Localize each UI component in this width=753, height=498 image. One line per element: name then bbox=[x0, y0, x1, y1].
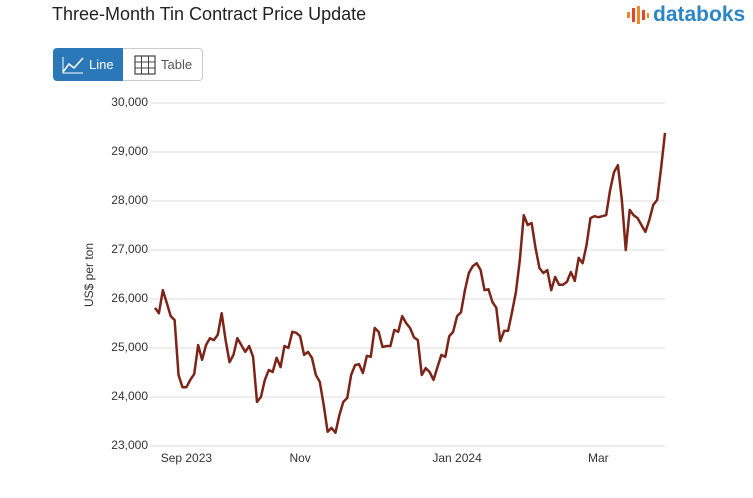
y-tick-label: 30,000 bbox=[111, 95, 148, 109]
y-axis-label: US$ per ton bbox=[82, 243, 96, 307]
line-icon bbox=[62, 56, 84, 73]
y-tick-label: 23,000 bbox=[111, 438, 148, 452]
tab-label[interactable]: Table bbox=[161, 57, 193, 72]
y-tick-label: 24,000 bbox=[111, 389, 148, 403]
y-tick-label: 25,000 bbox=[111, 340, 148, 354]
y-tick-label: 26,000 bbox=[111, 291, 148, 305]
y-tick-label: 29,000 bbox=[111, 144, 148, 158]
chart-title: Three-Month Tin Contract Price Update bbox=[52, 4, 367, 24]
table-tab[interactable]: Table bbox=[123, 48, 203, 81]
x-tick-label: Nov bbox=[289, 451, 310, 465]
y-tick-label: 27,000 bbox=[111, 242, 148, 256]
tab-label[interactable]: Line bbox=[89, 57, 114, 72]
x-tick-label: Mar bbox=[588, 451, 609, 465]
y-tick-label: 28,000 bbox=[111, 193, 148, 207]
line bbox=[153, 132, 667, 435]
x-tick-label: Sep 2023 bbox=[161, 451, 213, 465]
logo-text: databoks bbox=[653, 3, 746, 26]
x-tick-label: Jan 2024 bbox=[432, 451, 482, 465]
line-tab[interactable]: Line bbox=[53, 48, 123, 81]
logo-icon bbox=[627, 6, 649, 24]
table-icon bbox=[134, 54, 156, 75]
logo: databoks bbox=[626, 2, 745, 28]
